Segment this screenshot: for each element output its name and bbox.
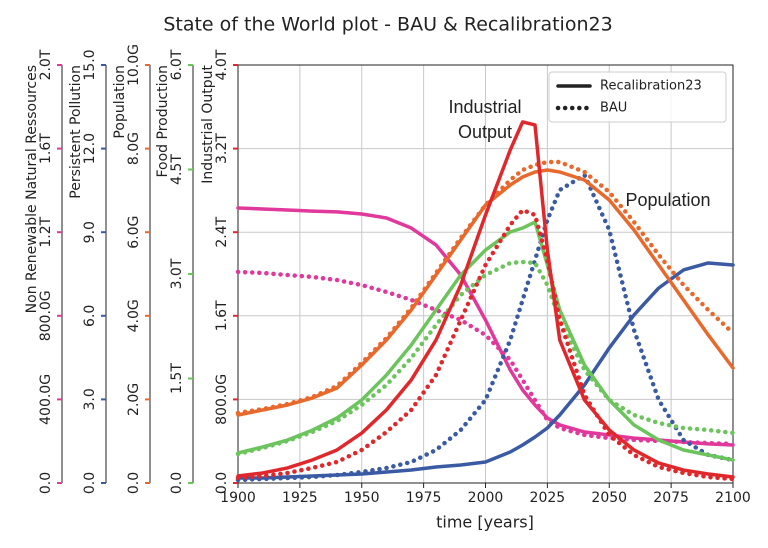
y-tick-label: 9.0 [82, 221, 98, 243]
y-axis-label: Non Renewable Natural Ressources [24, 65, 40, 313]
y-tick-label: 6.0 [82, 305, 98, 327]
y-tick-label: 0.0 [82, 472, 98, 494]
series-line [235, 159, 736, 416]
y-tick-label: 1.6T [38, 133, 54, 164]
series-line [235, 259, 736, 457]
x-axis-label: time [years] [436, 513, 534, 532]
x-tick-label: 2050 [591, 490, 627, 506]
y-axis-label: Food Production [155, 65, 171, 178]
series-line [235, 269, 736, 447]
x-tick-label: 2075 [653, 490, 689, 506]
y-tick-label: 4.5T [169, 154, 185, 185]
y-tick-label: 2.4T [214, 216, 230, 247]
y-tick-label: 400.0G [38, 374, 54, 425]
y-axis-label: Population [112, 65, 128, 139]
y-tick-label: 800.0G [38, 290, 54, 341]
legend: Recalibration23 BAU [548, 71, 727, 123]
y-tick-label: 3.2T [214, 133, 230, 164]
legend-box [548, 71, 727, 123]
y-tick-label: 4.0G [126, 299, 142, 332]
y-tick-label: 0.0 [126, 472, 142, 494]
y-tick-label: 1.5T [169, 363, 185, 394]
annotation: Industrial [448, 97, 521, 117]
y-tick-label: 1.2T [38, 216, 54, 247]
series-line [235, 207, 736, 482]
y-axis-label: Industrial Output [200, 64, 216, 183]
x-tick-label: 1925 [282, 490, 318, 506]
y-tick-label: 10.0G [126, 44, 142, 86]
y-tick-label: 1.6T [214, 300, 230, 331]
annotation: Output [458, 122, 512, 142]
chart-title: State of the World plot - BAU & Recalibr… [163, 14, 612, 36]
series-line [236, 120, 735, 479]
y-tick-label: 15.0 [82, 49, 98, 80]
x-tick-label: 1950 [344, 490, 380, 506]
series-line [235, 172, 736, 483]
y-tick-label: 8.0G [126, 132, 142, 165]
x-tick-label: 1900 [220, 490, 256, 506]
y-tick-label: 0.0 [38, 472, 54, 494]
annotation: Population [625, 190, 710, 210]
y-axis-label: Persistent Pollution [68, 65, 84, 199]
y-tick-label: 6.0G [126, 216, 142, 249]
y-tick-label: 2.0T [38, 49, 54, 80]
y-tick-label: 0.0 [214, 472, 230, 494]
y-tick-label: 3.0 [82, 388, 98, 410]
y-tick-label: 4.0T [214, 49, 230, 80]
legend-label: Recalibration23 [600, 79, 702, 94]
y-tick-label: 0.0 [169, 472, 185, 494]
legend-label: BAU [600, 101, 627, 116]
x-tick-label: 2000 [468, 490, 504, 506]
y-tick-label: 3.0T [169, 258, 185, 289]
x-tick-label: 1975 [406, 490, 442, 506]
y-tick-label: 12.0 [82, 133, 98, 164]
y-tick-label: 2.0G [126, 383, 142, 416]
y-tick-label: 800.0G [214, 374, 230, 425]
y-tick-label: 6.0T [169, 49, 185, 80]
x-tick-label: 2100 [715, 490, 751, 506]
x-tick-label: 2025 [530, 490, 566, 506]
series-line [236, 220, 735, 462]
